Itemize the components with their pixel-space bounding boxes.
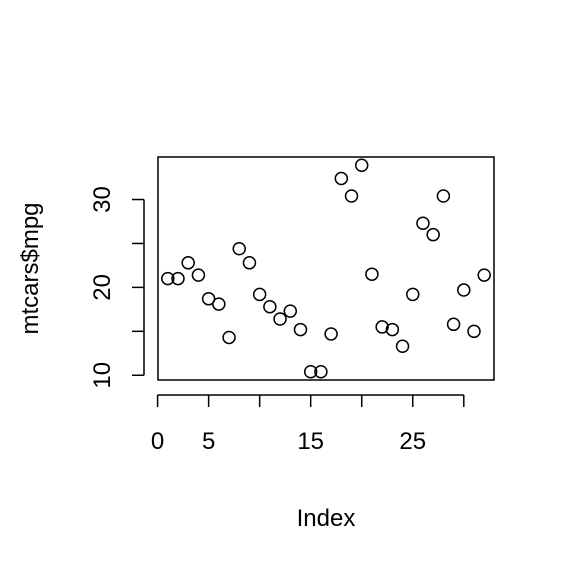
y-axis-label: mtcars$mpg: [17, 202, 44, 334]
data-point: [293, 322, 308, 337]
data-point: [252, 287, 267, 302]
data-point: [416, 216, 430, 230]
data-point: [446, 317, 461, 332]
data-point: [426, 227, 440, 242]
data-point: [324, 327, 338, 341]
data-point: [191, 268, 206, 282]
x-axis-label: Index: [297, 505, 356, 532]
y-axis: 10 20 30: [89, 186, 145, 389]
data-point: [406, 287, 420, 302]
data-point: [365, 267, 379, 281]
data-point: [354, 158, 369, 173]
data-point: [395, 339, 410, 354]
y-tick-label: 10: [89, 362, 116, 389]
data-point: [263, 299, 277, 314]
data-point: [273, 312, 287, 326]
data-point: [242, 256, 257, 270]
data-point: [467, 324, 481, 339]
data-point: [303, 364, 318, 379]
plot-box: [157, 156, 495, 381]
x-axis: 0 5 15 25: [151, 394, 465, 455]
y-tick-label: 20: [89, 274, 116, 301]
data-point: [161, 271, 175, 286]
data-point: [477, 268, 491, 282]
x-tick-label: 15: [297, 428, 324, 455]
data-point: [375, 320, 389, 334]
data-point: [283, 304, 298, 318]
data-point: [232, 241, 246, 256]
data-point: [457, 283, 471, 297]
data-point: [385, 322, 400, 337]
data-point: [314, 364, 328, 379]
data-point: [201, 292, 216, 306]
data-point: [436, 189, 451, 203]
data-point: [171, 271, 185, 286]
data-points: [161, 158, 491, 379]
x-tick-label: 5: [202, 428, 215, 455]
y-tick-label: 30: [89, 186, 116, 213]
data-point: [181, 256, 195, 270]
data-point: [212, 297, 226, 311]
data-point: [222, 330, 236, 345]
data-point: [344, 189, 359, 203]
x-tick-label: 0: [151, 428, 164, 455]
x-tick-label: 25: [399, 428, 426, 455]
data-point: [334, 171, 349, 186]
